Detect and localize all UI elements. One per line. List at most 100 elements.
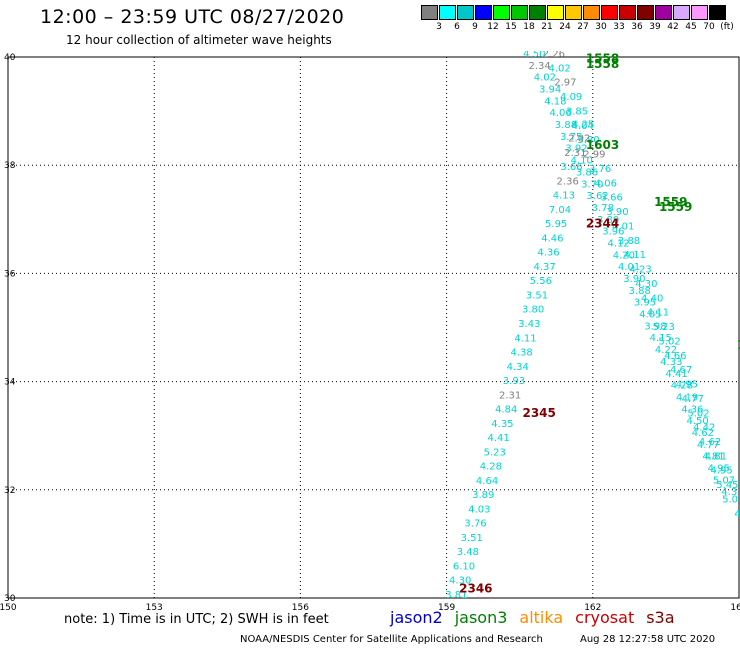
wave-height-value: 3.95	[634, 298, 656, 309]
wave-height-value: 4.37	[534, 262, 556, 273]
satellite-legend-item: altika	[519, 608, 564, 627]
wave-height-value: 3.81	[445, 590, 467, 601]
wave-height-value: 4.25	[572, 119, 594, 130]
scale-swatch	[529, 5, 546, 20]
satellite-legend-item: s3a	[646, 608, 675, 627]
satellite-legend-item: cryosat	[575, 608, 635, 627]
wave-height-value: 3.80	[522, 305, 544, 316]
pass-time-label: 1603	[586, 138, 619, 152]
wave-height-value: 3.86	[576, 167, 598, 178]
pass-time-label: 1559	[654, 195, 687, 209]
wave-height-value: 3.66	[560, 162, 582, 173]
wave-height-value: 5.07	[722, 494, 740, 505]
scale-swatch	[601, 5, 618, 20]
wave-height-value: 4.11	[647, 308, 669, 319]
scale-swatch	[691, 5, 708, 20]
wave-height-value: 4.66	[664, 351, 686, 362]
wave-height-value: 4.84	[495, 405, 517, 416]
scale-label: 12	[487, 22, 499, 32]
wave-height-value: 4.81	[705, 451, 727, 462]
wave-height-value: 4.64	[476, 476, 498, 487]
wave-height-value: 4.41	[665, 369, 687, 380]
scale-swatch	[457, 5, 474, 20]
wave-height-value: 4.50	[687, 416, 709, 427]
wave-height-value: 2.02	[568, 134, 590, 145]
wave-height-value: 4.01	[618, 262, 640, 273]
wave-height-value: 4.06	[550, 108, 572, 119]
scale-unit: (ft)	[720, 22, 734, 32]
pass-time-label: 2345	[522, 406, 555, 420]
wave-height-value: 4.19	[676, 392, 698, 403]
scale-label: 27	[577, 22, 589, 32]
scale-swatch	[583, 5, 600, 20]
wave-height-value: 5.02	[658, 336, 680, 347]
satellite-legend-item: jason2	[390, 608, 443, 627]
color-scale-labels: 3 6 9 12 15 18 21 24 27 30 33 36 39 42 45 70 (ft)	[421, 22, 740, 34]
scale-label: 33	[613, 22, 625, 32]
wave-height-value: 4.10	[571, 156, 593, 167]
wave-height-value: 4.28	[480, 462, 502, 473]
satellite-legend-item: jason3	[454, 608, 508, 627]
wave-height-value: 4.30	[449, 576, 471, 587]
wave-height-value: 3.90	[606, 207, 628, 218]
wave-height-value: 2.97	[554, 78, 576, 89]
wave-height-value: 4.34	[507, 362, 529, 373]
wave-height-value: 3.78	[592, 203, 614, 214]
wave-height-value: 4.36	[681, 404, 703, 415]
scale-swatch	[709, 5, 726, 20]
wave-height-value: 5.45	[716, 480, 738, 491]
wave-height-value: 4.3	[721, 487, 737, 498]
wave-height-value: 3.76	[589, 164, 611, 175]
wave-height-value: 4.22	[655, 345, 677, 356]
wave-height-value: 4.04	[572, 121, 594, 132]
scale-label: 24	[559, 22, 571, 32]
wave-height-value: 4.35	[491, 419, 513, 430]
scale-label: 70	[703, 22, 715, 32]
wave-height-value: 4.42	[693, 423, 715, 434]
wave-height-value: 4.81	[702, 452, 724, 463]
wave-height-value: 2.34	[528, 61, 550, 72]
wave-height-value: 4.01	[612, 221, 634, 232]
x-tick-label: 156	[292, 603, 309, 613]
wave-height-value: 4.28	[671, 381, 693, 392]
wave-height-value: 4.06	[595, 178, 617, 189]
scale-label: 36	[631, 22, 643, 32]
wave-height-value: 4.33	[660, 357, 682, 368]
wave-height-value: 4.02	[548, 63, 570, 74]
y-tick-label: 32	[4, 486, 15, 496]
track-layer: 4.502.344.023.944.184.063.883.753.924.10…	[445, 49, 740, 601]
scale-swatch	[511, 5, 528, 20]
wave-height-value: 4.05	[639, 310, 661, 321]
wave-height-value: 3.98	[644, 321, 666, 332]
wave-height-value: 3.48	[457, 547, 479, 558]
x-tick-label: 159	[438, 603, 455, 613]
scale-swatch	[475, 5, 492, 20]
wave-height-value: 3.62	[586, 191, 608, 202]
wave-height-value: 4.46	[541, 233, 563, 244]
scale-label: 6	[454, 22, 460, 32]
pass-time-label: 1559	[659, 200, 692, 214]
scale-swatch	[547, 5, 564, 20]
wave-height-value: 4.15	[650, 333, 672, 344]
wave-height-value: 4.95	[708, 464, 730, 475]
wave-height-value: 4.95	[711, 466, 733, 477]
wave-height-value: 3.88	[555, 120, 577, 131]
wave-height-value: 5.23	[484, 447, 506, 458]
x-tick-label: 165	[730, 603, 740, 613]
wave-height-value: 4.67	[670, 365, 692, 376]
wave-height-value: 3.96	[602, 227, 624, 238]
pass-time-label: 2346	[459, 582, 492, 596]
scale-label: 15	[505, 22, 517, 32]
wave-height-value: 3.90	[623, 274, 645, 285]
scale-label: 18	[523, 22, 535, 32]
wave-height-value: 4.40	[641, 293, 663, 304]
wave-height-value: 4.50	[523, 49, 545, 60]
wave-height-value: 3.93	[503, 376, 525, 387]
wave-height-value: 3.80	[577, 135, 599, 146]
scale-swatch	[493, 5, 510, 20]
wave-height-value: 5.07	[713, 475, 735, 486]
wave-height-value: 4.18	[544, 96, 566, 107]
scale-label: 9	[472, 22, 478, 32]
wave-height-value: 3.88	[618, 236, 640, 247]
